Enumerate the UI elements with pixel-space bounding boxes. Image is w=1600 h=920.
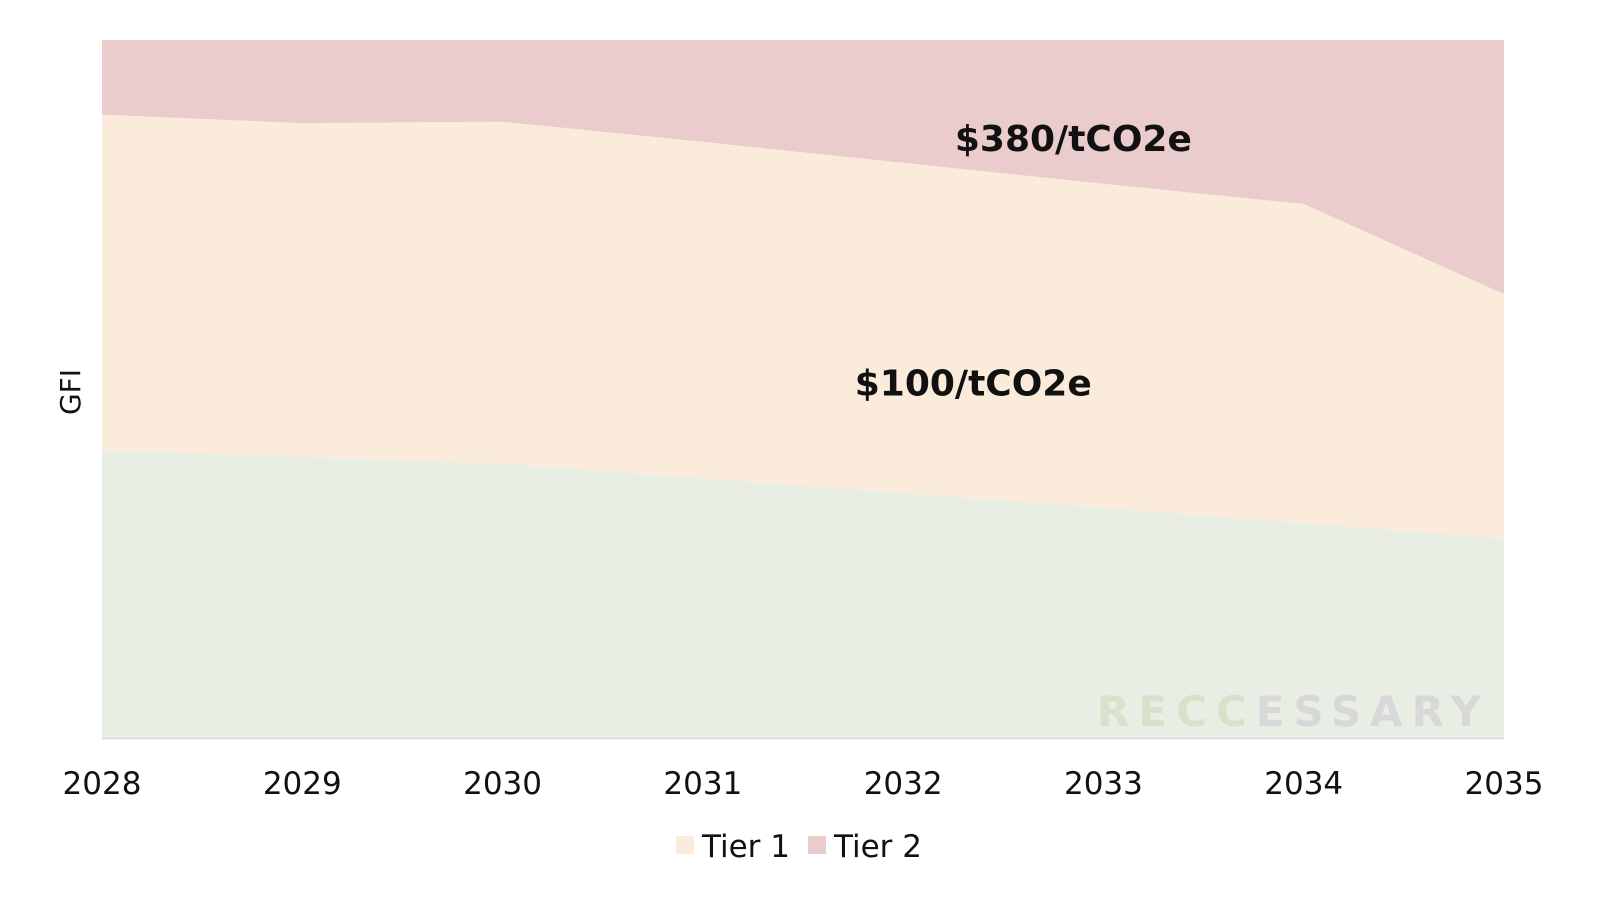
legend: Tier 1 Tier 2 xyxy=(676,829,922,865)
annotation-label: $380/tCO2e xyxy=(955,119,1192,160)
legend-item: Tier 2 xyxy=(808,829,922,865)
x-tick-label: 2029 xyxy=(263,766,342,802)
legend-swatch xyxy=(676,836,694,854)
x-tick-label: 2032 xyxy=(864,766,943,802)
x-tick-label: 2031 xyxy=(663,766,742,802)
area-series-group xyxy=(102,40,1504,738)
x-tick-label: 2035 xyxy=(1465,766,1544,802)
y-axis-label: GFI xyxy=(54,369,87,415)
annotations: $380/tCO2e $100/tCO2e xyxy=(855,119,1192,404)
area-tier-1 xyxy=(102,114,1504,539)
x-tick-label: 2028 xyxy=(63,766,142,802)
reccessary-watermark-logo: RECCESSARY xyxy=(1097,687,1490,736)
x-tick-label: 2033 xyxy=(1064,766,1143,802)
x-tick-label: 2034 xyxy=(1264,766,1343,802)
legend-item: Tier 1 xyxy=(676,829,790,865)
area-base xyxy=(102,450,1504,738)
annotation-label: $100/tCO2e xyxy=(855,364,1092,405)
x-tick-label: 2030 xyxy=(463,766,542,802)
x-tick-labels: 2028 2029 2030 2031 2032 2033 2034 2035 xyxy=(63,766,1544,802)
legend-label: Tier 2 xyxy=(833,829,922,865)
area-tier-2 xyxy=(102,40,1504,295)
legend-label: Tier 1 xyxy=(701,829,790,865)
watermark-text: RECCESSARY xyxy=(1097,687,1490,736)
legend-swatch xyxy=(808,836,826,854)
